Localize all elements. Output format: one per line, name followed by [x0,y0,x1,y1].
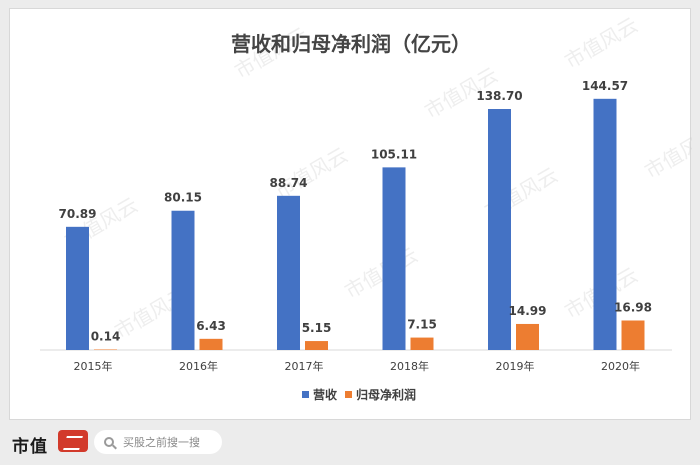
data-label-net-profit: 14.99 [509,304,547,318]
data-label-net-profit: 0.14 [91,330,121,344]
x-tick-label: 2016年 [179,359,218,373]
search-icon [104,437,114,447]
x-tick-label: 2019年 [496,359,535,373]
bar-net-profit [94,349,117,350]
bar-net-profit [410,337,434,350]
data-label-revenue: 80.15 [164,191,202,205]
bar-revenue [171,210,195,350]
data-label-revenue: 88.74 [270,176,308,190]
bar-revenue [277,195,300,350]
brand-logo-text: 市值 [12,437,48,457]
data-label-net-profit: 7.15 [407,318,437,332]
search-box[interactable]: 买股之前搜一搜 [94,430,222,454]
x-tick-label: 2018年 [390,359,429,373]
footer-bar: 市值 买股之前搜一搜 [0,420,700,465]
search-placeholder: 买股之前搜一搜 [123,436,200,449]
x-tick-label: 2017年 [285,359,324,373]
legend-label: 归母净利润 [356,387,416,402]
brand-logo-icon [58,430,88,452]
bar-net-profit [305,341,328,350]
bar-revenue [382,167,406,350]
bar-net-profit [621,320,645,350]
legend-swatch [345,391,352,398]
chart-title: 营收和归母净利润（亿元） [231,32,471,56]
legend-swatch [302,391,309,398]
data-label-net-profit: 6.43 [196,319,226,333]
data-label-net-profit: 5.15 [302,321,332,335]
value-labels-layer: 70.89 0.14 80.15 6.43 88.74 5.15 105.11 7.15 138… [59,79,652,344]
data-label-revenue: 70.89 [59,207,97,221]
bars-layer [66,98,645,350]
bar-revenue [66,226,89,350]
x-tick-label: 2020年 [601,359,640,373]
bar-revenue [488,109,511,350]
legend: 营收 归母净利润 [302,387,416,402]
watermark-text: 市值风云 [561,13,642,74]
watermark-text: 市值风云 [641,123,693,184]
watermark-text: 市值风云 [341,243,422,304]
data-label-net-profit: 16.98 [614,300,652,314]
bar-revenue [593,98,617,350]
bar-net-profit [516,323,539,350]
x-tick-labels-layer: 2015年 2016年 2017年 2018年 2019年 2020年 [74,359,641,373]
legend-label: 营收 [313,387,337,402]
chart-card: 市值风云市值风云市值风云市值风云市值风云市值风云市值风云市值风云市值风云市值风云… [9,8,693,420]
bar-net-profit [199,338,223,350]
data-label-revenue: 144.57 [582,79,628,93]
x-tick-label: 2015年 [74,359,113,373]
data-label-revenue: 105.11 [371,147,417,161]
data-label-revenue: 138.70 [476,89,522,103]
watermark-text: 市值风云 [271,143,352,204]
chart-svg: 市值风云市值风云市值风云市值风云市值风云市值风云市值风云市值风云市值风云市值风云… [40,13,693,402]
